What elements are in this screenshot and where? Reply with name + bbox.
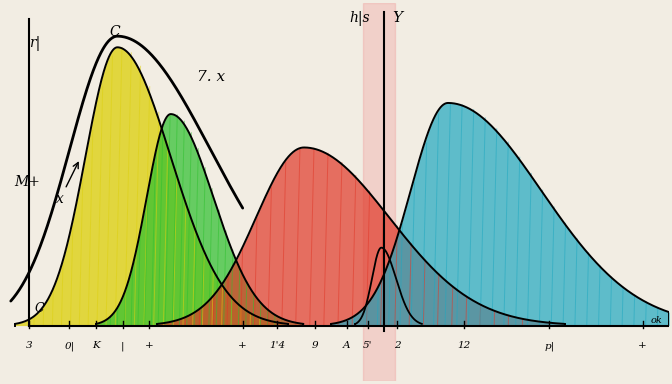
Text: 0|: 0|	[65, 341, 75, 351]
Text: 2: 2	[394, 341, 401, 350]
Text: K: K	[92, 341, 100, 350]
Text: 7. x: 7. x	[198, 70, 226, 84]
Text: p|: p|	[544, 341, 554, 351]
Text: 5': 5'	[364, 341, 373, 350]
Text: C: C	[35, 302, 44, 314]
Text: 3: 3	[26, 341, 33, 350]
Text: x: x	[56, 162, 78, 206]
Text: C: C	[110, 25, 120, 39]
Text: 1'4: 1'4	[269, 341, 286, 350]
Text: +: +	[145, 341, 154, 350]
Text: Y: Y	[392, 11, 402, 25]
Text: ok: ok	[650, 316, 663, 325]
Text: A: A	[343, 341, 350, 350]
Text: 12: 12	[458, 341, 470, 350]
Text: r|: r|	[29, 36, 40, 51]
Text: M+: M+	[14, 175, 40, 189]
Bar	[363, 3, 394, 381]
Text: |: |	[121, 341, 124, 351]
Text: +: +	[638, 341, 647, 350]
Text: 9: 9	[311, 341, 318, 350]
Text: h|s: h|s	[349, 11, 370, 26]
Text: +: +	[239, 341, 247, 350]
